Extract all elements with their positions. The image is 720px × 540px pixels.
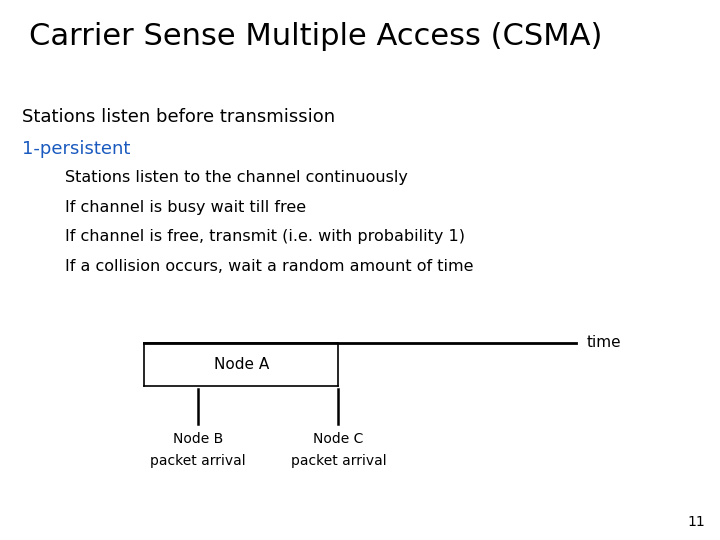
Text: 11: 11 [688,515,706,529]
Text: Stations listen to the channel continuously: Stations listen to the channel continuou… [65,170,408,185]
Text: time: time [587,335,621,350]
Text: If a collision occurs, wait a random amount of time: If a collision occurs, wait a random amo… [65,259,473,274]
Text: 1-persistent: 1-persistent [22,140,130,158]
Text: packet arrival: packet arrival [291,454,386,468]
Text: If channel is free, transmit (i.e. with probability 1): If channel is free, transmit (i.e. with … [65,230,465,245]
Text: If channel is busy wait till free: If channel is busy wait till free [65,200,306,215]
Text: packet arrival: packet arrival [150,454,246,468]
Text: Node A: Node A [214,357,269,372]
Text: Carrier Sense Multiple Access (CSMA): Carrier Sense Multiple Access (CSMA) [29,22,602,51]
Text: Node B: Node B [173,432,223,446]
Text: Node C: Node C [313,432,364,446]
Text: Stations listen before transmission: Stations listen before transmission [22,108,335,126]
